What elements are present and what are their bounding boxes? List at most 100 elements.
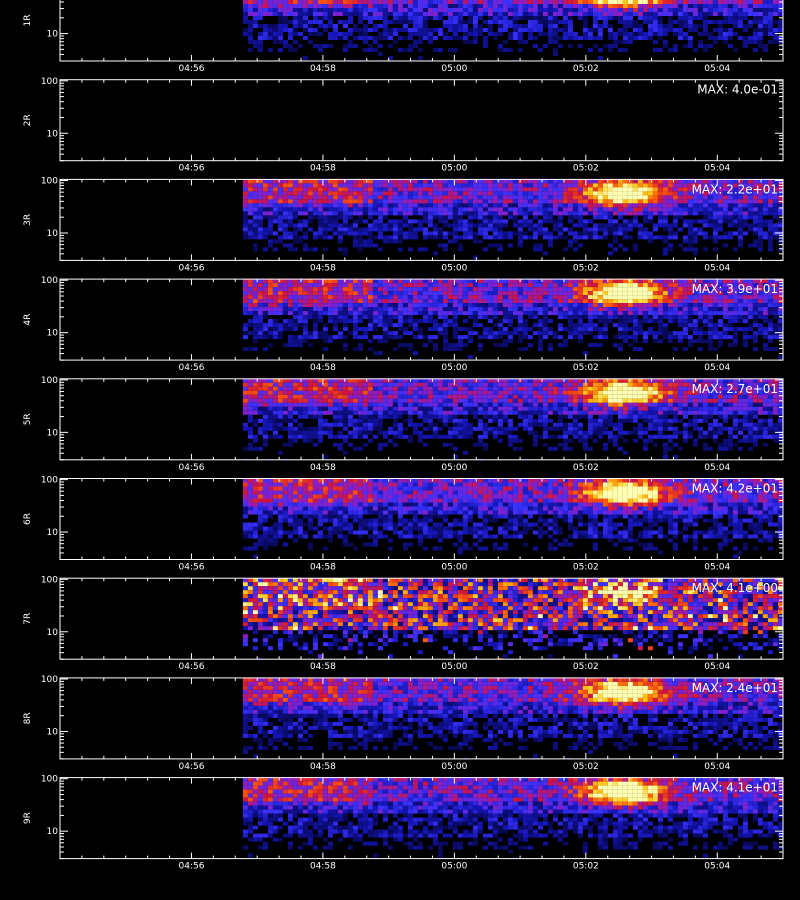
heatmap-bin [577,0,583,4]
heatmap-bin [672,8,678,12]
heatmap-bin [397,231,403,236]
heatmap-bin [292,8,298,12]
heatmap-bin [727,203,733,208]
heatmap-bin [352,12,358,16]
heatmap-bin [332,203,338,208]
heatmap-bin [777,223,783,228]
heatmap-bin [282,16,288,20]
heatmap-bin [727,16,733,20]
heatmap-bin [387,331,393,336]
x-tick-label: 05:02 [573,64,599,74]
heatmap-bin [647,327,653,332]
heatmap-bin [697,331,703,336]
heatmap-bin [632,335,638,340]
heatmap-bin [647,303,653,308]
heatmap-bin [327,195,333,200]
heatmap-bin [552,311,558,316]
heatmap-bin [682,295,688,300]
heatmap-bin [482,303,488,308]
heatmap-bin [567,44,573,48]
heatmap-bin [447,183,453,188]
heatmap-bin [397,191,403,196]
heatmap-bin [742,4,748,8]
heatmap-bin [252,199,258,204]
heatmap-bin [712,40,718,44]
heatmap-bin [467,187,473,192]
heatmap-bin [492,191,498,196]
heatmap-bin [477,12,483,16]
heatmap-bin [722,16,728,20]
heatmap-bin [692,0,698,4]
heatmap-bin [727,12,733,16]
heatmap-bin [512,327,518,332]
heatmap-bin [432,319,438,324]
heatmap-bin [537,24,543,28]
heatmap-bin [722,299,728,304]
axes-frame-1R [59,0,784,62]
heatmap-bin [357,191,363,196]
heatmap-bin [297,319,303,324]
heatmap-bin [372,291,378,296]
heatmap-bin [522,8,528,12]
heatmap-bin [452,207,458,212]
heatmap-bin [762,195,768,200]
heatmap-bin [487,227,493,232]
heatmap-bin [327,16,333,20]
heatmap-bin [542,215,548,220]
heatmap-bin [632,28,638,32]
heatmap-bin [552,287,558,292]
heatmap-bin [342,207,348,212]
heatmap-bin [512,24,518,28]
heatmap-bin [422,195,428,200]
heatmap-bin [532,235,538,240]
heatmap-bin [297,315,303,320]
heatmap-bin [452,24,458,28]
heatmap-bin [282,219,288,224]
heatmap-bin [327,24,333,28]
heatmap-bin [382,32,388,36]
heatmap-bin [632,215,638,220]
heatmap-bin [717,311,723,316]
heatmap-bin [422,279,428,284]
heatmap-bin [302,323,308,328]
heatmap-bin [282,40,288,44]
heatmap-bin [527,8,533,12]
heatmap-bin [767,223,773,228]
heatmap-bin [497,311,503,316]
heatmap-bin [372,295,378,300]
heatmap-bin [672,303,678,308]
heatmap-bin [697,195,703,200]
heatmap-bin [532,191,538,196]
heatmap-bin [327,36,333,40]
heatmap-bin [647,311,653,316]
heatmap-bin [767,183,773,188]
heatmap-bin [262,0,268,4]
heatmap-bin [497,323,503,328]
heatmap-bin [322,195,328,200]
heatmap-bin [267,211,273,216]
heatmap-bin [662,295,668,300]
heatmap-bin [347,287,353,292]
heatmap-bin [317,32,323,36]
heatmap-bin [442,303,448,308]
heatmap-bin [472,179,478,184]
heatmap-bin [247,8,253,12]
heatmap-bin [497,219,503,224]
heatmap-bin [737,0,743,4]
heatmap-bin [702,319,708,324]
heatmap-bin [497,24,503,28]
heatmap-bin [622,295,628,300]
heatmap-bin [537,20,543,24]
heatmap-bin [677,191,683,196]
heatmap-bin [297,179,303,184]
heatmap-bin [417,303,423,308]
heatmap-bin [407,287,413,292]
heatmap-bin [352,219,358,224]
heatmap-bin [407,199,413,204]
heatmap-bin [412,187,418,192]
heatmap-bin [532,24,538,28]
heatmap-bin [642,283,648,288]
heatmap-bin [247,187,253,192]
heatmap-bin [762,48,768,52]
heatmap-bin [747,315,753,320]
